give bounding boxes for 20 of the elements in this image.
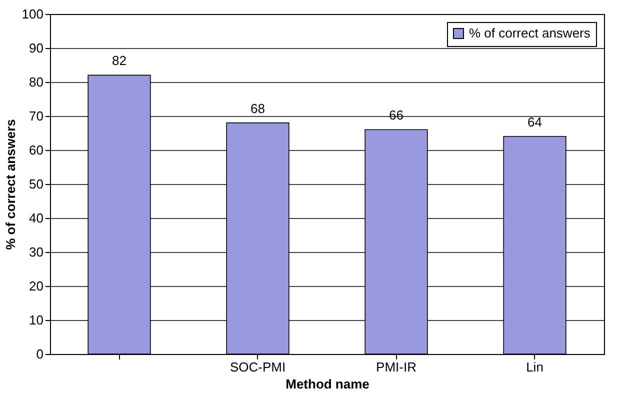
- y-tick-label: 10: [29, 312, 44, 328]
- x-tick-label: PMI-IR: [376, 360, 416, 374]
- data-label: 68: [250, 100, 265, 116]
- y-tick-label: 60: [29, 142, 44, 158]
- y-tick-label: 40: [29, 210, 44, 226]
- x-tick-label: Lin: [526, 360, 544, 374]
- y-tick-label: 90: [29, 40, 44, 56]
- y-axis-title: % of correct answers: [2, 119, 18, 250]
- legend-label: % of correct answers: [469, 26, 591, 40]
- data-label: 64: [528, 114, 542, 130]
- y-tick-label: 50: [29, 176, 44, 192]
- x-axis-title: Method name: [286, 376, 370, 392]
- y-tick-label: 80: [29, 74, 44, 90]
- y-tick-label: 20: [29, 278, 44, 294]
- x-tick-label: SOC-PMI: [230, 360, 286, 374]
- data-label: 82: [112, 53, 126, 68]
- y-tick-label: 100: [22, 6, 44, 22]
- y-tick-label: 0: [36, 346, 44, 362]
- y-tick-label: 70: [29, 108, 44, 124]
- y-tick-label: 30: [29, 244, 44, 260]
